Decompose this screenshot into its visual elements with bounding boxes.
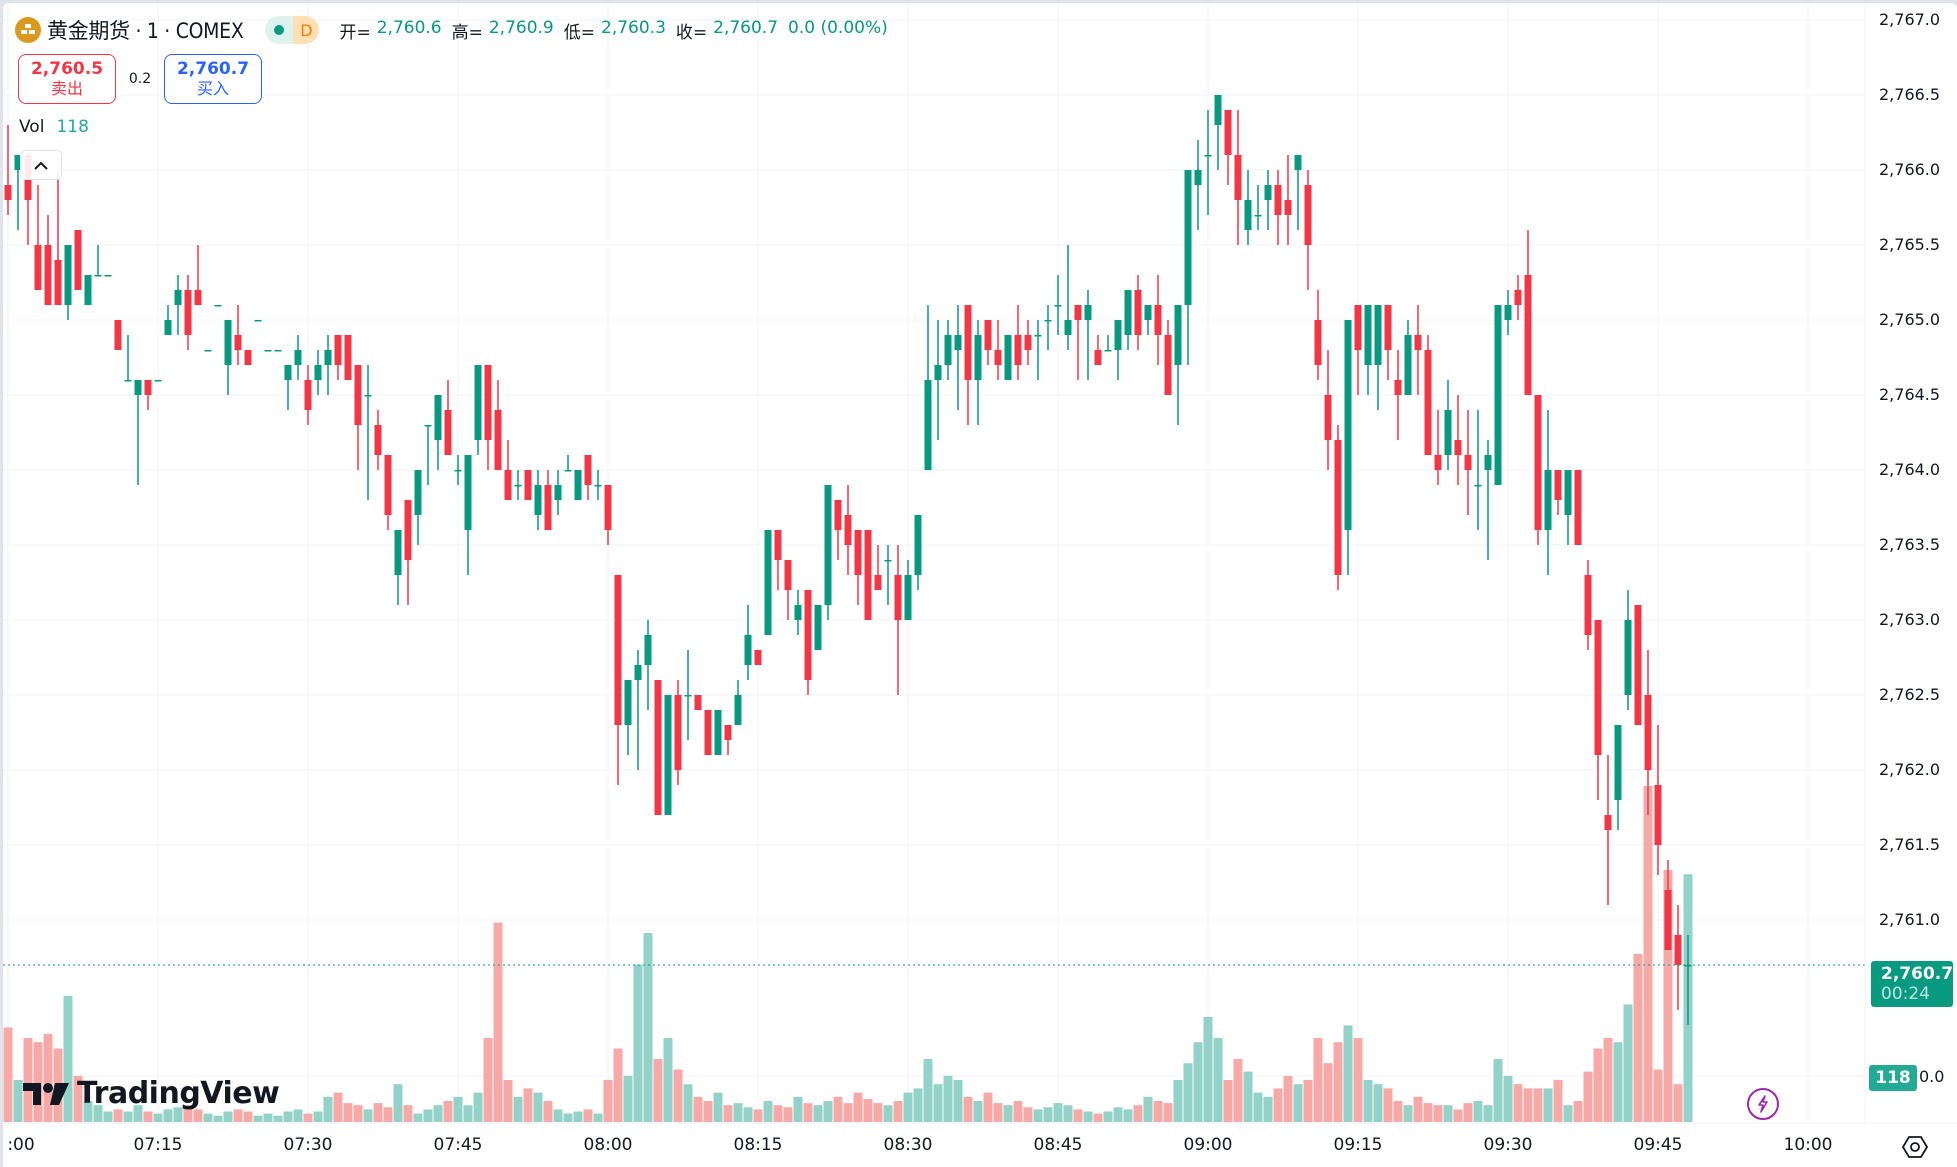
current-price: 2,760.7 bbox=[1881, 964, 1954, 984]
close-value: 2,760.7 bbox=[713, 17, 779, 38]
price-axis-label: 2,763.5 bbox=[1879, 535, 1941, 554]
high-label: 高= bbox=[451, 22, 483, 43]
tradingview-logo-icon bbox=[23, 1082, 69, 1105]
time-axis-label: 09:00 bbox=[1183, 1135, 1233, 1155]
change-value: 0.0 (0.00%) bbox=[788, 17, 888, 38]
buy-label: 买入 bbox=[196, 79, 229, 98]
tradingview-logo[interactable]: TradingView bbox=[23, 1076, 280, 1111]
time-axis-label: :00 bbox=[7, 1135, 35, 1155]
price-axis-label: 2,764.0 bbox=[1879, 460, 1941, 479]
price-axis-label: 2,764.5 bbox=[1879, 385, 1941, 404]
buy-price: 2,760.7 bbox=[176, 59, 250, 79]
low-value: 2,760.3 bbox=[601, 17, 666, 38]
price-axis-label: 2,766.0 bbox=[1879, 160, 1941, 179]
candles bbox=[4, 95, 1692, 1025]
volume-bars bbox=[3, 786, 1693, 1122]
price-axis-label: 2,762.0 bbox=[1879, 760, 1941, 779]
volume-tag: 118 bbox=[1869, 1065, 1917, 1091]
price-axis-label: 2,766.5 bbox=[1879, 85, 1941, 104]
price-axis-label: 2,761.0 bbox=[1879, 910, 1941, 929]
time-axis-label: 09:15 bbox=[1333, 1135, 1383, 1155]
market-status-pill[interactable]: D bbox=[265, 16, 320, 44]
time-axis-label: 07:15 bbox=[133, 1135, 183, 1155]
time-axis-label: 07:45 bbox=[433, 1135, 483, 1155]
chart-settings-button[interactable] bbox=[1899, 1131, 1931, 1163]
collapse-legend-button[interactable] bbox=[20, 150, 62, 180]
grid-lines bbox=[3, 3, 1865, 1123]
price-axis-label: 2,765.0 bbox=[1879, 310, 1941, 329]
trade-buttons: 2,760.5 卖出 0.2 2,760.7 买入 bbox=[18, 54, 262, 104]
buy-button[interactable]: 2,760.7 买入 bbox=[164, 54, 262, 104]
lightning-icon bbox=[1758, 1095, 1768, 1113]
gold-symbol-icon bbox=[15, 17, 41, 43]
volume-value: 118 bbox=[56, 117, 89, 137]
price-axis-label: 2,763.0 bbox=[1879, 610, 1941, 629]
volume-label: Vol bbox=[19, 117, 45, 137]
time-axis-label: 08:45 bbox=[1033, 1135, 1083, 1155]
price-axis-label: 2,762.5 bbox=[1879, 685, 1941, 704]
market-open-dot-icon bbox=[274, 25, 285, 35]
price-axis-label: 2,767.0 bbox=[1879, 10, 1941, 29]
open-label: 开= bbox=[339, 22, 371, 43]
volume-legend[interactable]: Vol 118 bbox=[19, 117, 89, 137]
close-label: 收= bbox=[675, 22, 708, 43]
symbol-title[interactable]: 黄金期货 · 1 · COMEX bbox=[47, 19, 244, 43]
high-value: 2,760.9 bbox=[488, 17, 554, 38]
candlestick-chart[interactable] bbox=[3, 3, 1957, 1167]
time-axis-label: 07:30 bbox=[283, 1135, 333, 1155]
bar-countdown: 00:24 bbox=[1881, 984, 1930, 1004]
chart-window: 黄金期货 · 1 · COMEX D 开= 2,760.6 高= 2,760.9 低… bbox=[3, 3, 1957, 1167]
sell-label: 卖出 bbox=[50, 79, 83, 98]
price-axis-label: 0.0 bbox=[1919, 1067, 1945, 1086]
price-axis-label: 2,765.5 bbox=[1879, 235, 1941, 254]
hexagon-settings-icon bbox=[1902, 1136, 1928, 1158]
symbol-legend: 黄金期货 · 1 · COMEX D 开= 2,760.6 高= 2,760.9 低… bbox=[15, 15, 892, 45]
time-axis-label: 08:30 bbox=[883, 1135, 933, 1155]
time-axis-label: 10:00 bbox=[1783, 1135, 1833, 1155]
price-axis-label: 2,761.5 bbox=[1879, 835, 1941, 854]
open-value: 2,760.6 bbox=[376, 17, 442, 38]
ohlc-values: 开= 2,760.6 高= 2,760.9 低= 2,760.3 收= 2,760.7 … bbox=[339, 18, 891, 43]
chevron-up-icon bbox=[34, 161, 48, 170]
time-axis-label: 09:45 bbox=[1633, 1135, 1683, 1155]
low-label: 低= bbox=[563, 22, 595, 43]
tradingview-logo-text: TradingView bbox=[77, 1076, 280, 1111]
interval-badge: D bbox=[293, 16, 320, 44]
time-axis-label: 09:30 bbox=[1483, 1135, 1533, 1155]
sell-button[interactable]: 2,760.5 卖出 bbox=[18, 54, 116, 104]
spread-value: 0.2 bbox=[128, 71, 152, 87]
quick-action-button[interactable] bbox=[1747, 1088, 1779, 1120]
time-axis-label: 08:15 bbox=[733, 1135, 783, 1155]
current-price-tag: 2,760.7 00:24 bbox=[1871, 961, 1953, 1007]
time-axis-label: 08:00 bbox=[583, 1135, 633, 1155]
sell-price: 2,760.5 bbox=[30, 59, 104, 79]
